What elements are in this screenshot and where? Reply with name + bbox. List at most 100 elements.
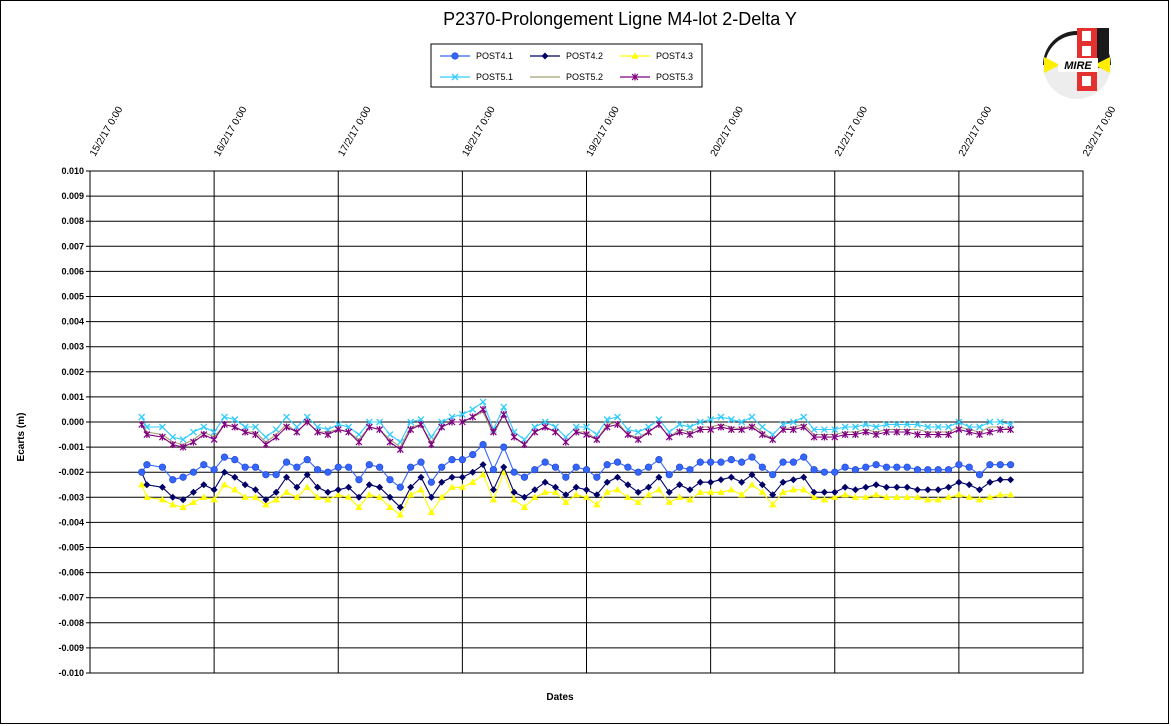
data-point-post5-1	[365, 418, 373, 426]
data-point-post4-2	[727, 473, 735, 481]
legend-marker-post4-3	[631, 52, 639, 59]
data-point-post4-2	[924, 486, 932, 494]
data-point-post4-1	[882, 463, 891, 471]
data-point-post5-1	[986, 418, 994, 426]
data-point-post5-1	[448, 413, 456, 421]
data-point-post5-3	[717, 423, 725, 431]
data-point-post4-1	[231, 456, 239, 464]
data-point-post5-1	[469, 405, 477, 413]
data-point-post5-3	[696, 426, 704, 434]
y-tick-label: 0.009	[61, 191, 84, 201]
data-point-post5-3	[820, 433, 828, 441]
data-point-post5-3	[521, 441, 528, 449]
data-point-post5-3	[417, 421, 425, 429]
legend-item-post4-2: POST4.2	[530, 51, 603, 61]
data-point-post5-1	[262, 433, 270, 441]
data-point-post4-2	[458, 473, 466, 481]
data-point-post4-2	[614, 473, 622, 481]
data-point-post4-3	[231, 485, 239, 493]
data-point-post4-2	[645, 483, 653, 491]
data-point-post4-1	[531, 466, 539, 474]
y-tick-label: -0.007	[58, 593, 84, 603]
data-point-post4-3	[944, 493, 953, 500]
data-point-post5-3	[345, 428, 353, 436]
data-point-post5-3	[1007, 426, 1015, 434]
data-point-post5-1	[200, 423, 208, 431]
data-point-post4-3	[996, 490, 1004, 498]
y-tick-label: -0.008	[58, 618, 84, 628]
data-point-post5-1	[272, 426, 280, 433]
data-point-post5-1	[676, 421, 684, 428]
data-point-post4-1	[769, 471, 777, 479]
data-point-post4-3	[541, 488, 549, 495]
data-point-post5-3	[365, 423, 373, 431]
data-point-post4-1	[179, 473, 187, 481]
data-point-post5-3	[303, 418, 311, 426]
data-point-post4-1	[396, 483, 404, 491]
data-point-post4-1	[655, 456, 663, 464]
data-point-post5-1	[758, 423, 766, 431]
data-point-post4-1	[851, 466, 860, 474]
data-point-post5-3	[200, 431, 208, 439]
y-tick-label: 0.006	[61, 266, 84, 276]
data-point-post4-2	[955, 478, 963, 486]
data-point-post4-2	[386, 493, 394, 501]
data-point-post4-1	[210, 466, 218, 474]
data-point-post4-3	[376, 493, 384, 500]
data-point-post5-1	[334, 421, 342, 428]
data-point-post4-3	[313, 493, 322, 500]
x-axis-label: Dates	[546, 692, 574, 703]
data-point-post4-3	[572, 490, 580, 498]
data-point-post5-3	[603, 423, 611, 431]
data-point-post4-1	[862, 463, 870, 471]
data-point-post5-1	[541, 418, 549, 426]
data-point-post5-3	[489, 428, 497, 436]
data-point-post4-1	[355, 476, 363, 484]
x-tick-label: 18/2/17 0:00	[460, 104, 498, 158]
data-point-post5-3	[862, 428, 870, 436]
data-point-post4-3	[500, 468, 508, 475]
data-point-post4-1	[634, 468, 642, 476]
data-point-post5-3	[727, 426, 735, 434]
data-point-post4-3	[789, 485, 797, 493]
data-point-post4-3	[469, 478, 477, 485]
series-post4-2	[138, 461, 1015, 511]
data-point-post4-3	[407, 490, 415, 498]
data-point-post4-1	[520, 473, 529, 481]
data-point-post4-1	[800, 453, 808, 461]
data-point-post4-1	[479, 440, 487, 449]
data-point-post5-1	[1007, 421, 1015, 428]
data-point-post4-1	[458, 456, 466, 464]
data-point-post5-3	[252, 431, 259, 439]
data-point-post5-3	[986, 428, 994, 436]
data-point-post4-2	[603, 478, 611, 486]
data-point-post4-1	[158, 463, 167, 471]
data-point-post5-3	[221, 421, 228, 429]
data-point-post4-2	[489, 486, 497, 494]
data-point-post4-3	[386, 503, 394, 510]
data-point-post4-2	[562, 491, 570, 499]
data-point-post4-2	[510, 488, 518, 496]
data-point-post5-3	[965, 428, 973, 436]
data-point-post4-2	[934, 486, 942, 494]
data-point-post4-1	[303, 456, 311, 464]
data-point-post5-1	[955, 418, 963, 426]
data-point-post5-1	[924, 423, 932, 431]
data-point-post4-2	[624, 481, 632, 489]
data-point-post4-1	[893, 463, 901, 471]
data-point-post4-3	[365, 490, 373, 498]
legend-marker-post5-3	[631, 73, 639, 81]
data-point-post5-3	[334, 426, 342, 434]
data-point-post4-2	[903, 483, 911, 491]
data-point-post4-1	[789, 458, 797, 466]
data-point-post4-1	[593, 473, 601, 481]
data-point-post4-2	[831, 488, 839, 496]
data-point-post4-3	[758, 488, 766, 495]
x-tick-label: 23/2/17 0:00	[1081, 104, 1119, 158]
data-point-post4-3	[303, 483, 311, 490]
data-point-post4-3	[820, 496, 829, 503]
data-point-post5-3	[914, 431, 921, 439]
data-point-post5-3	[883, 428, 890, 436]
data-point-post5-3	[314, 428, 321, 436]
data-point-post4-1	[686, 466, 694, 474]
